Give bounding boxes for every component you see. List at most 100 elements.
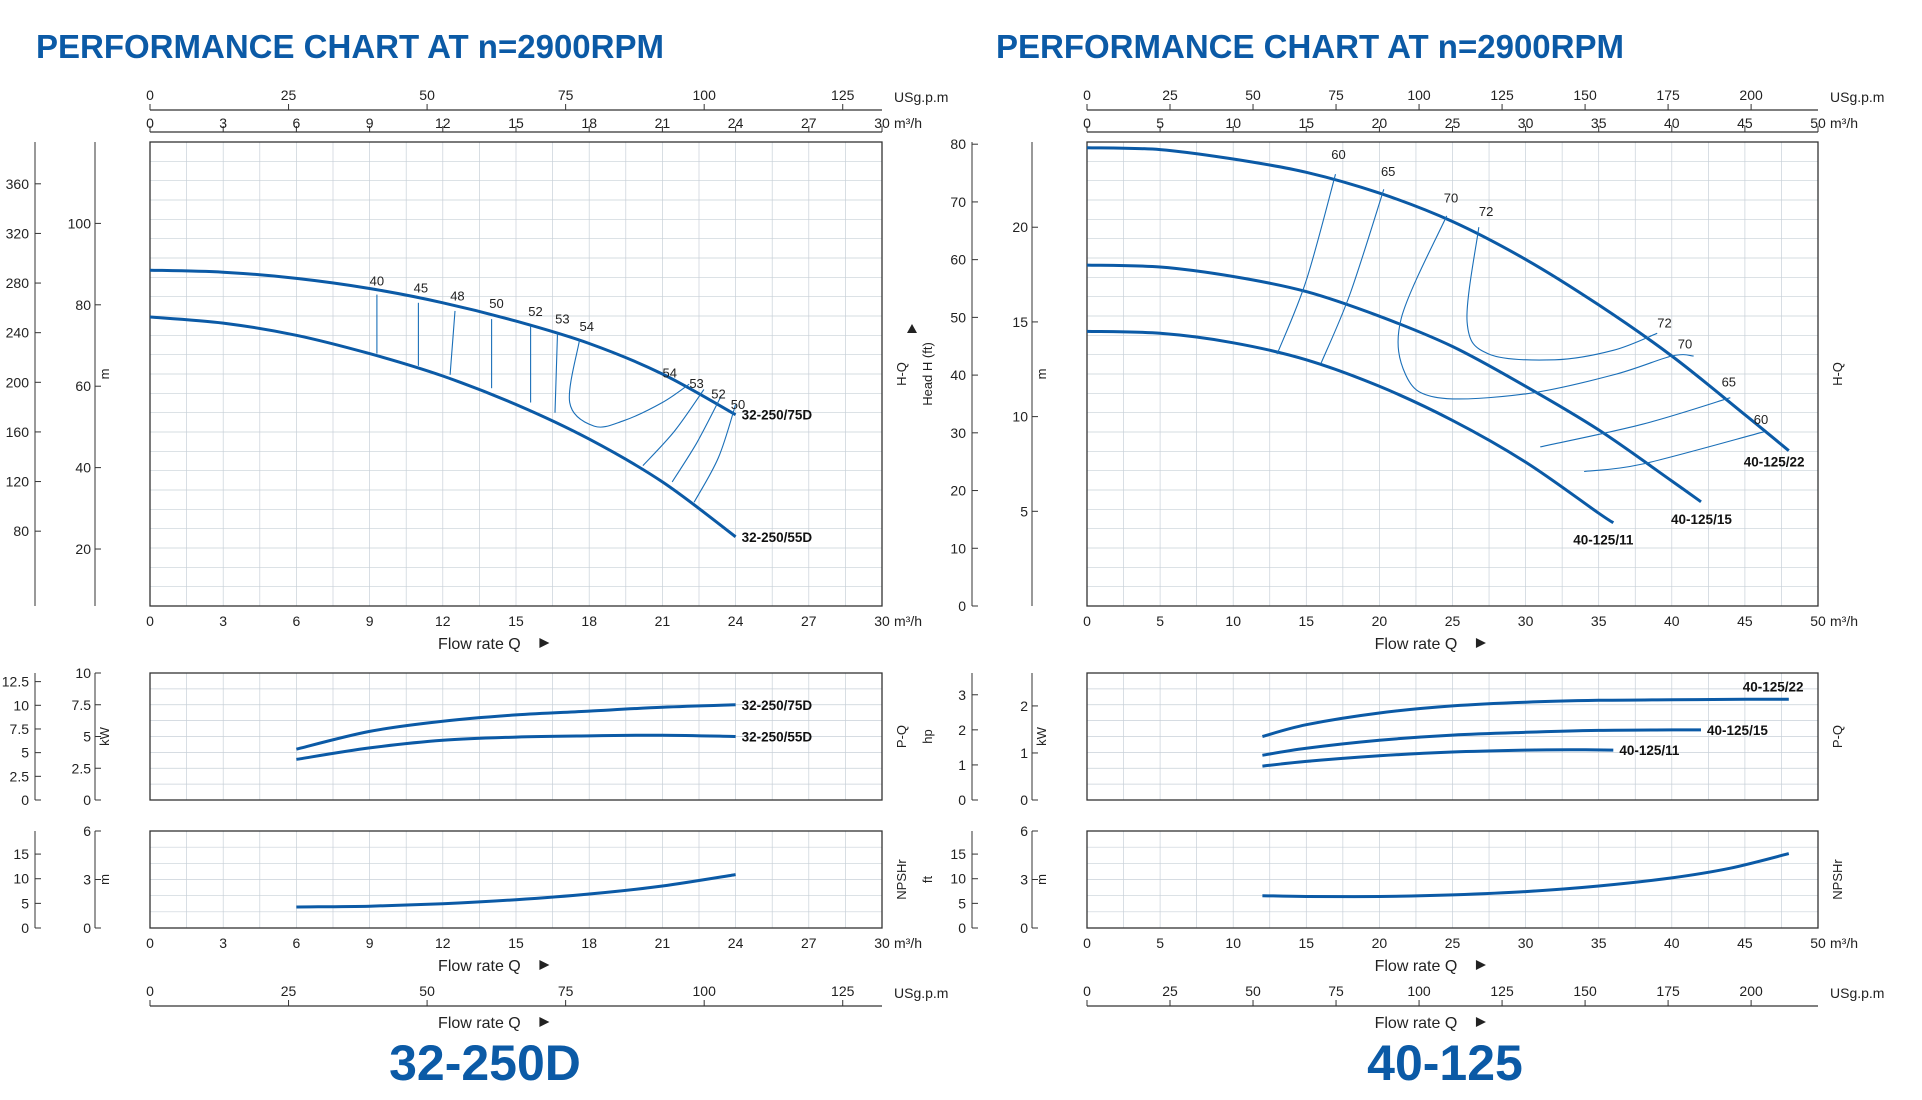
- pq-series-0-line: [1262, 697, 1789, 738]
- hq-m-tick-label: 5: [1020, 503, 1028, 519]
- m3h-top-tick-label: 21: [655, 115, 671, 131]
- hq-plot-frame: [149, 141, 883, 607]
- head-arrow-icon: [907, 324, 917, 333]
- npsh-ft-tick-label: 5: [958, 895, 966, 911]
- usgpm-bottom-tick-label: 25: [1162, 983, 1178, 999]
- hq-x-tick-label: 50: [1810, 613, 1826, 629]
- efficiency-line: [1397, 215, 1694, 400]
- hq-x-tick-label: 5: [1156, 613, 1164, 629]
- hq-x-tick-label: 12: [435, 613, 451, 629]
- efficiency-label: 65: [1381, 164, 1395, 179]
- hq-x-tick-label: 3: [219, 613, 227, 629]
- hq-unit-label-inner: m: [1034, 369, 1049, 380]
- usgpm-tick-label: 200: [1739, 87, 1763, 103]
- efficiency-line: [642, 389, 705, 466]
- usgpm-bottom-tick-label: 150: [1573, 983, 1597, 999]
- m3h-top-tick-label: 10: [1225, 115, 1241, 131]
- npsh-x-tick-label: 10: [1225, 935, 1241, 951]
- hq-series-1-line: [149, 315, 737, 538]
- npsh-x-tick-label: 30: [874, 935, 890, 951]
- npsh-ft-tick-label: 15: [950, 846, 966, 862]
- hq-x-tick-label: 15: [508, 613, 524, 629]
- usgpm-tick-label: 125: [831, 87, 855, 103]
- m3h-top-tick-label: 30: [874, 115, 890, 131]
- npsh-unit-label-inner: m: [97, 874, 112, 885]
- efficiency-label: 52: [711, 386, 725, 401]
- npsh-x-tick-label: 5: [1156, 935, 1164, 951]
- npsh-unit-label-inner: m: [1034, 874, 1049, 885]
- npsh-x-tick-label: 15: [1299, 935, 1315, 951]
- usgpm-tick-label: 100: [693, 87, 717, 103]
- usgpm-bottom-unit: USg.p.m: [894, 985, 948, 1001]
- npsh-x-tick-label: 25: [1445, 935, 1461, 951]
- pq-ft-tick-label: 10: [13, 697, 29, 713]
- usgpm-tick-label: 100: [1407, 87, 1431, 103]
- hq-x-tick-label: 6: [293, 613, 301, 629]
- hq-x-tick-label: 10: [1225, 613, 1241, 629]
- efficiency-label: 65: [1722, 374, 1736, 389]
- flow-arrow-icon: [1475, 638, 1486, 648]
- pq-m-tick-label: 7.5: [72, 697, 92, 713]
- hq-ft-tick-label: 60: [950, 252, 966, 268]
- hq-x-tick-label: 15: [1299, 613, 1315, 629]
- pq-series-label: 32-250/55D: [742, 730, 813, 745]
- npsh-x-tick-label: 15: [508, 935, 524, 951]
- hq-ft-tick-label: 320: [6, 225, 30, 241]
- hq-m-tick-label: 10: [1012, 409, 1028, 425]
- npsh-x-tick-label: 9: [366, 935, 374, 951]
- usgpm-tick-label: 0: [1083, 87, 1091, 103]
- usgpm-bottom-tick-label: 100: [693, 983, 717, 999]
- npsh-side-label: NPSHr: [894, 859, 909, 900]
- npsh-flow-rate-label: Flow rate Q: [1375, 958, 1458, 975]
- npsh-ft-tick-label: 10: [950, 871, 966, 887]
- efficiency-label: 53: [555, 312, 569, 327]
- efficiency-label: 53: [689, 376, 703, 391]
- chart-panel-40-125: 0 25 50 75 100 125 150 175 200 USg.p.m0 5 10 15 20 25 3…: [907, 87, 1884, 1032]
- flow-arrow-icon: [1475, 1017, 1486, 1027]
- hq-m-tick-label: 80: [75, 297, 91, 313]
- chart-title-right: PERFORMANCE CHART AT n=2900RPM: [996, 28, 1624, 65]
- pq-series-label: 40-125/15: [1707, 723, 1768, 738]
- hq-ft-tick-label: 80: [950, 136, 966, 152]
- efficiency-label: 52: [528, 304, 542, 319]
- npsh-ft-tick-label: 10: [13, 871, 29, 887]
- npsh-flow-rate-label: Flow rate Q: [438, 958, 521, 975]
- npsh-x-tick-label: 3: [219, 935, 227, 951]
- pq-series-label: 40-125/11: [1619, 743, 1680, 758]
- hq-series-0-line: [1086, 146, 1790, 452]
- hq-ft-tick-label: 0: [958, 598, 966, 614]
- usgpm-bottom-unit: USg.p.m: [1830, 985, 1884, 1001]
- flow-arrow-icon: [539, 960, 550, 970]
- hq-x-tick-label: 30: [874, 613, 890, 629]
- npsh-m-tick-label: 6: [83, 823, 91, 839]
- hq-ft-tick-label: 280: [6, 275, 30, 291]
- npsh-plot-frame: [1086, 830, 1819, 929]
- hq-ft-tick-label: 20: [950, 483, 966, 499]
- pq-m-tick-label: 2.5: [72, 760, 92, 776]
- chart-title-left: PERFORMANCE CHART AT n=2900RPM: [36, 28, 664, 65]
- pq-ft-tick-label: 12.5: [2, 674, 29, 690]
- efficiency-line: [1540, 397, 1731, 448]
- efficiency-label: 70: [1678, 336, 1692, 351]
- usgpm-bottom-tick-label: 75: [1328, 983, 1344, 999]
- hq-series-label: 40-125/11: [1573, 533, 1634, 548]
- npsh-series-0-line: [1262, 852, 1790, 899]
- hq-x-tick-label: 27: [801, 613, 817, 629]
- efficiency-line: [554, 333, 559, 413]
- hq-unit-label-outer: Head H (ft): [920, 342, 935, 406]
- m3h-top-tick-label: 50: [1810, 115, 1826, 131]
- usgpm-tick-label: 150: [1573, 87, 1597, 103]
- hq-series-label: 40-125/15: [1671, 512, 1732, 527]
- pq-unit-label-outer: hp: [920, 729, 935, 743]
- usgpm-unit: USg.p.m: [1830, 89, 1884, 105]
- model-name-right: 40-125: [1367, 1035, 1523, 1091]
- m3h-top-tick-label: 3: [219, 115, 227, 131]
- m3h-top-tick-label: 18: [581, 115, 597, 131]
- usgpm-bottom-tick-label: 100: [1407, 983, 1431, 999]
- efficiency-label: 45: [414, 281, 428, 296]
- usgpm-tick-label: 0: [146, 87, 154, 103]
- hq-x-unit: m³/h: [894, 613, 922, 629]
- flow-arrow-icon: [539, 1017, 550, 1027]
- hq-ft-tick-label: 50: [950, 309, 966, 325]
- usgpm-tick-label: 75: [558, 87, 574, 103]
